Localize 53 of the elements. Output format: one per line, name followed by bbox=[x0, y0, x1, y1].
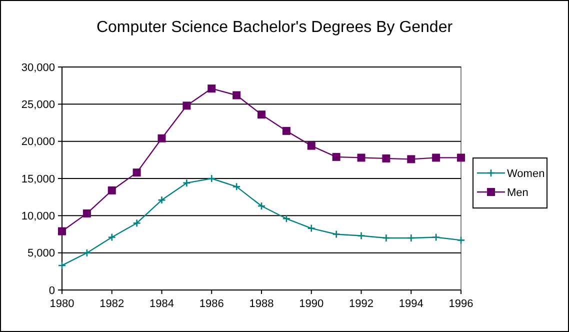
point bbox=[332, 152, 340, 161]
x-tick-label: 1980 bbox=[50, 298, 74, 310]
point bbox=[58, 227, 66, 236]
x-tick-label: 1994 bbox=[398, 298, 424, 310]
point bbox=[382, 154, 390, 162]
x-tick-label: 1982 bbox=[100, 298, 124, 310]
point bbox=[357, 232, 366, 240]
y-tick-label: 10,000 bbox=[21, 210, 55, 223]
point bbox=[406, 234, 416, 242]
y-tick-label: 25,000 bbox=[21, 99, 55, 112]
chart-title: Computer Science Bachelor's Degrees By Gender bbox=[96, 19, 454, 36]
point bbox=[407, 155, 416, 164]
point bbox=[82, 209, 91, 218]
point bbox=[282, 126, 290, 135]
point bbox=[232, 182, 241, 191]
point bbox=[58, 261, 66, 270]
x-tick-label: 1984 bbox=[150, 298, 174, 310]
point bbox=[307, 224, 316, 232]
y-tick-label: 15,000 bbox=[21, 173, 55, 186]
y-tick-label: 5,000 bbox=[27, 248, 55, 260]
point bbox=[158, 134, 166, 142]
y-tick-label: 30,000 bbox=[21, 62, 55, 74]
point bbox=[432, 154, 440, 162]
x-tick-label: 1996 bbox=[448, 298, 474, 310]
point bbox=[258, 110, 266, 119]
point bbox=[257, 202, 266, 210]
x-tick-label: 1992 bbox=[349, 298, 374, 310]
point bbox=[307, 142, 316, 150]
point bbox=[456, 236, 466, 244]
point bbox=[357, 154, 366, 162]
point bbox=[232, 91, 241, 100]
point bbox=[207, 174, 216, 183]
point bbox=[132, 218, 141, 228]
point bbox=[132, 168, 141, 177]
legend-label: Women bbox=[507, 168, 545, 180]
point bbox=[182, 178, 191, 188]
point bbox=[158, 196, 166, 204]
point bbox=[282, 214, 291, 223]
point bbox=[82, 248, 92, 257]
legend-label: Men bbox=[507, 186, 528, 199]
point bbox=[432, 233, 440, 242]
point bbox=[457, 154, 465, 162]
point bbox=[182, 102, 191, 110]
y-tick-label: 0 bbox=[48, 284, 55, 297]
y-tick-label: 20,000 bbox=[21, 136, 55, 148]
x-tick-label: 1986 bbox=[199, 298, 224, 310]
point bbox=[108, 233, 116, 242]
x-tick-label: 1988 bbox=[249, 298, 274, 310]
x-tick-label: 1990 bbox=[299, 298, 324, 310]
point bbox=[382, 234, 390, 242]
point bbox=[108, 186, 116, 194]
point bbox=[332, 230, 340, 238]
point bbox=[208, 84, 216, 93]
